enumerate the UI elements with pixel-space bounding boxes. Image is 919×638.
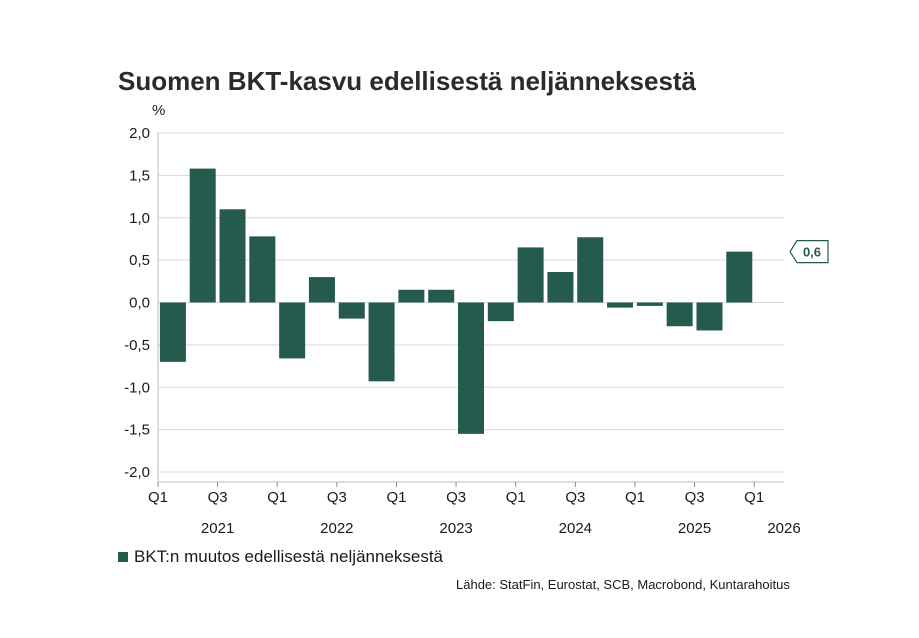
chart-title: Suomen BKT-kasvu edellisestä neljännekse…	[118, 66, 697, 96]
bar	[696, 302, 723, 331]
y-tick-label: -1,0	[124, 379, 150, 396]
x-year-label: 2024	[559, 520, 592, 537]
bar	[219, 209, 246, 303]
x-tick-label: Q1	[267, 489, 287, 506]
bar	[189, 168, 216, 303]
x-tick-label: Q3	[208, 489, 228, 506]
x-year-label: 2022	[320, 520, 353, 537]
bar	[577, 237, 604, 303]
x-year-label: 2026	[767, 520, 800, 537]
y-tick-label: -0,5	[124, 337, 150, 354]
x-tick-label: Q1	[386, 489, 406, 506]
x-tick-label: Q1	[744, 489, 764, 506]
x-tick-label: Q3	[327, 489, 347, 506]
x-axis: Q1 Q3 Q1 Q3 Q1 Q3 Q1 Q3 Q1 Q3 Q1 2021 2022 2023 2024 20…	[148, 481, 801, 537]
y-tick-label: 2,0	[129, 125, 150, 142]
y-axis: 2,0 1,5 1,0 0,5 0,0 -0,5 -1,0 -1,5 -2,0%	[124, 102, 165, 482]
x-year-label: 2021	[201, 520, 234, 537]
y-tick-label: 1,0	[129, 210, 150, 227]
legend: BKT:n muutos edellisestä neljänneksestä	[118, 547, 443, 567]
y-tick-label: -2,0	[124, 464, 150, 481]
x-tick-label: Q1	[625, 489, 645, 506]
bar	[458, 302, 484, 434]
value-callout: 0,6	[789, 240, 829, 264]
bar	[666, 302, 693, 327]
source-note: Lähde: StatFin, Eurostat, SCB, Macrobond…	[456, 577, 790, 592]
bar	[368, 302, 395, 382]
bars	[159, 168, 753, 434]
x-year-label: 2023	[439, 520, 472, 537]
y-tick-label: 1,5	[129, 167, 150, 184]
x-tick-label: Q3	[446, 489, 466, 506]
bar	[547, 271, 574, 303]
bar	[636, 302, 663, 306]
bar	[159, 302, 186, 362]
bar	[517, 247, 544, 303]
y-tick-label: 0,5	[129, 252, 150, 269]
value-callout-box	[789, 240, 829, 264]
bar	[607, 302, 634, 308]
bar	[279, 302, 306, 359]
y-tick-label: 0,0	[129, 295, 150, 312]
bar	[428, 289, 455, 303]
legend-label: BKT:n muutos edellisestä neljänneksestä	[134, 547, 444, 566]
bar	[308, 277, 335, 303]
bar	[398, 289, 425, 303]
legend-swatch	[118, 552, 128, 562]
x-tick-label: Q1	[148, 489, 168, 506]
bar	[726, 251, 753, 303]
value-callout-label: 0,6	[803, 245, 821, 260]
x-tick-label: Q1	[506, 489, 526, 506]
bar	[338, 302, 365, 319]
bar	[249, 236, 276, 303]
x-year-label: 2025	[678, 520, 711, 537]
bar	[487, 302, 514, 322]
y-tick-label: -1,5	[124, 422, 150, 439]
x-tick-label: Q3	[685, 489, 705, 506]
y-axis-unit: %	[152, 102, 165, 119]
x-tick-label: Q3	[565, 489, 585, 506]
